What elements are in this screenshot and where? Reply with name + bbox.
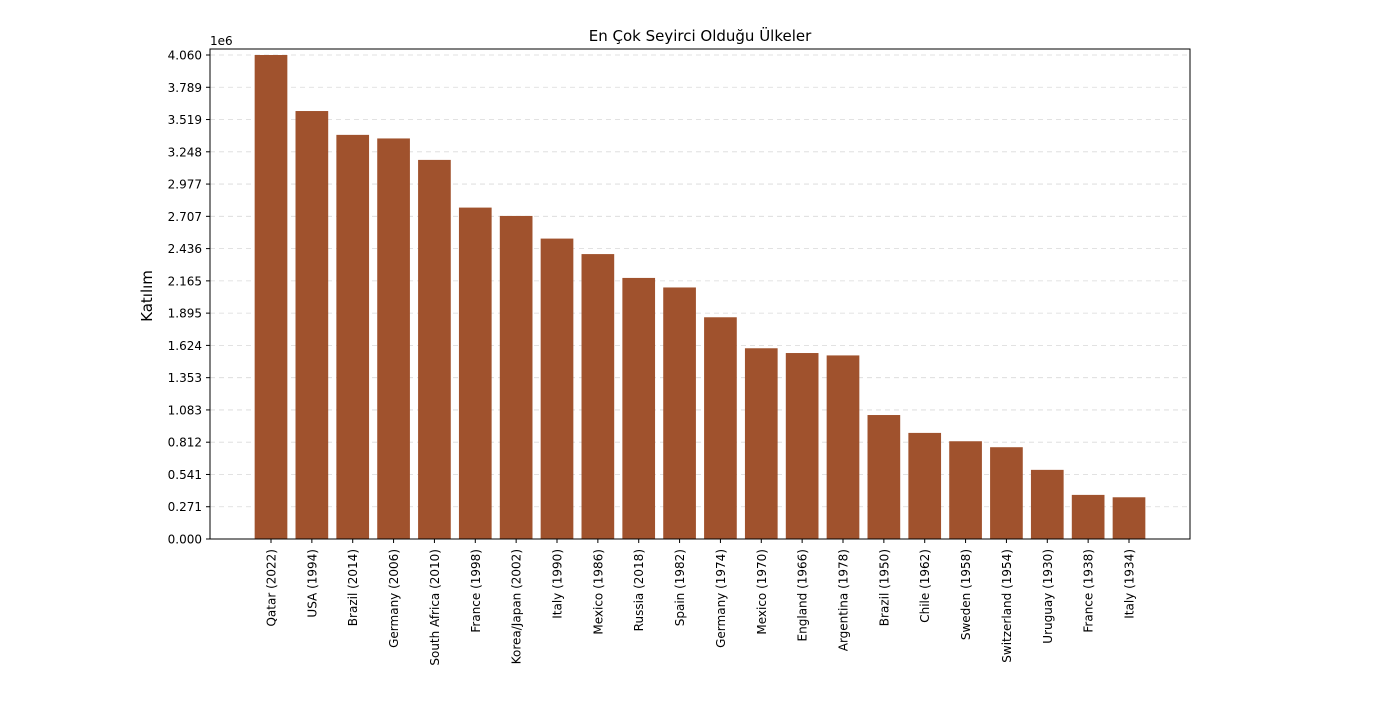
bar <box>949 441 982 539</box>
x-tick-label: Germany (2006) <box>387 549 401 648</box>
bar <box>1071 494 1105 539</box>
y-tick-label: 1.895 <box>168 307 202 321</box>
bar <box>458 207 492 539</box>
y-axis-offset-label: 1e6 <box>210 34 233 48</box>
x-tick-label: Mexico (1970) <box>755 549 769 635</box>
x-tick-label: Italy (1934) <box>1123 549 1137 619</box>
y-tick-label: 2.977 <box>168 178 202 192</box>
x-tick-label: Mexico (1986) <box>591 549 605 635</box>
x-tick-label: Qatar (2022) <box>265 549 279 627</box>
y-tick-label: 0.271 <box>168 500 202 514</box>
bar <box>826 355 860 539</box>
y-tick-label: 2.165 <box>168 274 202 288</box>
x-tick-label: Korea/Japan (2002) <box>510 549 524 664</box>
x-tick-label: Sweden (1958) <box>959 549 973 640</box>
y-axis: 0.000 0.271 0.541 0.812 1.083 1.353 1.624 1.895… <box>168 49 210 547</box>
x-tick-label: France (1938) <box>1082 549 1096 633</box>
bar <box>867 415 901 539</box>
x-tick-label: South Africa (2010) <box>428 549 442 666</box>
bar <box>908 432 942 539</box>
x-tick-label: France (1998) <box>469 549 483 633</box>
x-tick-label: Germany (1974) <box>714 549 728 648</box>
bar <box>254 55 288 539</box>
bar <box>704 317 737 539</box>
y-tick-label: 0.541 <box>168 468 202 482</box>
y-tick-label: 2.436 <box>168 242 202 256</box>
y-tick-label: 3.519 <box>168 113 202 127</box>
x-tick-label: Chile (1962) <box>918 549 932 623</box>
x-tick-label: Italy (1990) <box>551 549 565 619</box>
plot-frame <box>209 48 1191 540</box>
y-tick-label: 2.707 <box>168 210 202 224</box>
bar <box>1030 469 1064 539</box>
bar <box>785 353 819 539</box>
bar <box>622 277 656 539</box>
grid-lines <box>210 54 1190 540</box>
bar <box>663 287 696 539</box>
x-tick-label: Uruguay (1930) <box>1041 549 1055 644</box>
bar <box>418 159 451 539</box>
x-tick-label: USA (1994) <box>305 549 319 618</box>
y-tick-label: 4.060 <box>168 49 202 63</box>
x-tick-label: Switzerland (1954) <box>1000 549 1014 663</box>
bar <box>540 238 574 539</box>
y-tick-label: 3.789 <box>168 81 202 95</box>
bar <box>377 138 410 539</box>
x-tick-label: Argentina (1978) <box>837 549 851 651</box>
x-tick-label: England (1966) <box>796 549 810 641</box>
y-tick-label: 0.812 <box>168 436 202 450</box>
bar <box>990 447 1023 539</box>
bar <box>499 215 533 539</box>
y-tick-label: 3.248 <box>168 145 202 159</box>
y-tick-label: 0.000 <box>168 533 202 547</box>
x-tick-label: Brazil (1950) <box>877 549 891 626</box>
y-axis-label: Katılım <box>138 270 156 322</box>
x-axis: Qatar (2022) USA (1994) Brazil (2014) Germa… <box>265 539 1137 666</box>
bar <box>744 348 778 539</box>
y-tick-label: 1.624 <box>168 339 202 353</box>
bar <box>1112 497 1146 539</box>
x-tick-label: Brazil (2014) <box>346 549 360 626</box>
y-tick-label: 1.083 <box>168 403 202 417</box>
bars <box>254 55 1146 540</box>
y-tick-label: 1.353 <box>168 371 202 385</box>
x-tick-label: Russia (2018) <box>632 549 646 631</box>
bar <box>295 111 329 540</box>
chart-title: En Çok Seyirci Olduğu Ülkeler <box>589 26 812 45</box>
bar <box>336 134 370 539</box>
bar <box>581 254 615 539</box>
x-tick-label: Spain (1982) <box>673 549 687 626</box>
